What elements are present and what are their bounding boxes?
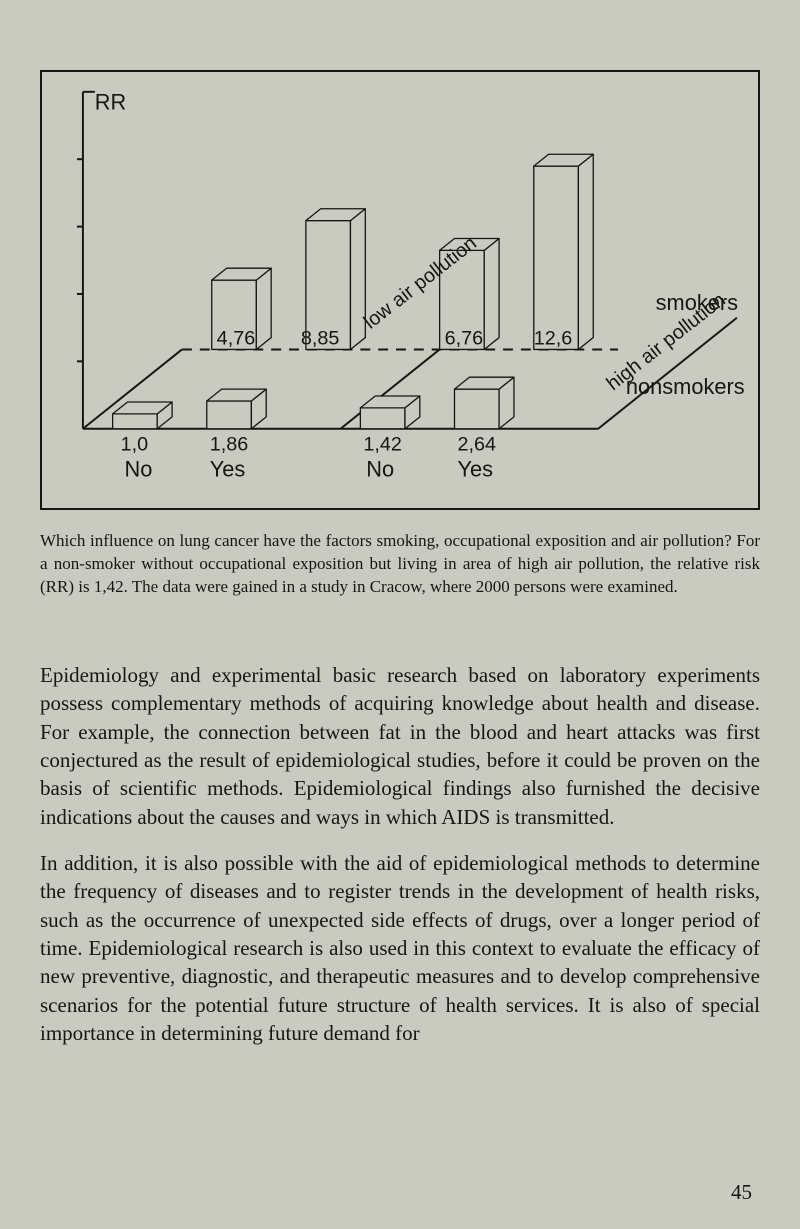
figure-caption: Which influence on lung cancer have the …: [40, 530, 760, 599]
value-label: 4,76: [217, 328, 256, 350]
y-axis-label: RR: [95, 90, 126, 115]
value-label: 8,85: [301, 328, 340, 350]
value-label: 12,6: [534, 328, 573, 350]
bar-smokers-4: [534, 154, 593, 349]
chart-frame: RR 4,76 8,85 6,76 12,6 low air polluti: [40, 70, 760, 510]
value-label: 6,76: [445, 328, 484, 350]
bar-nonsmokers-2: [207, 389, 266, 429]
page-number: 45: [731, 1180, 752, 1205]
body-paragraph-1: Epidemiology and experimental basic rese…: [40, 661, 760, 831]
value-label: 1,86: [210, 434, 249, 456]
bar-nonsmokers-4: [455, 377, 514, 429]
group-label-nonsmokers: nonsmokers: [626, 374, 745, 399]
body-paragraph-2: In addition, it is also possible with th…: [40, 849, 760, 1047]
rr-3d-bar-chart: RR 4,76 8,85 6,76 12,6 low air polluti: [42, 72, 758, 508]
x-label: No: [366, 456, 394, 481]
value-label: 1,0: [121, 434, 149, 456]
x-label: Yes: [210, 456, 246, 481]
value-label: 2,64: [457, 434, 496, 456]
value-label: 1,42: [363, 434, 402, 456]
bar-nonsmokers-3: [360, 396, 419, 429]
x-label: Yes: [457, 456, 493, 481]
group-label-smokers: smokers: [656, 290, 738, 315]
bar-nonsmokers-1: [113, 402, 172, 429]
x-label: No: [125, 456, 153, 481]
